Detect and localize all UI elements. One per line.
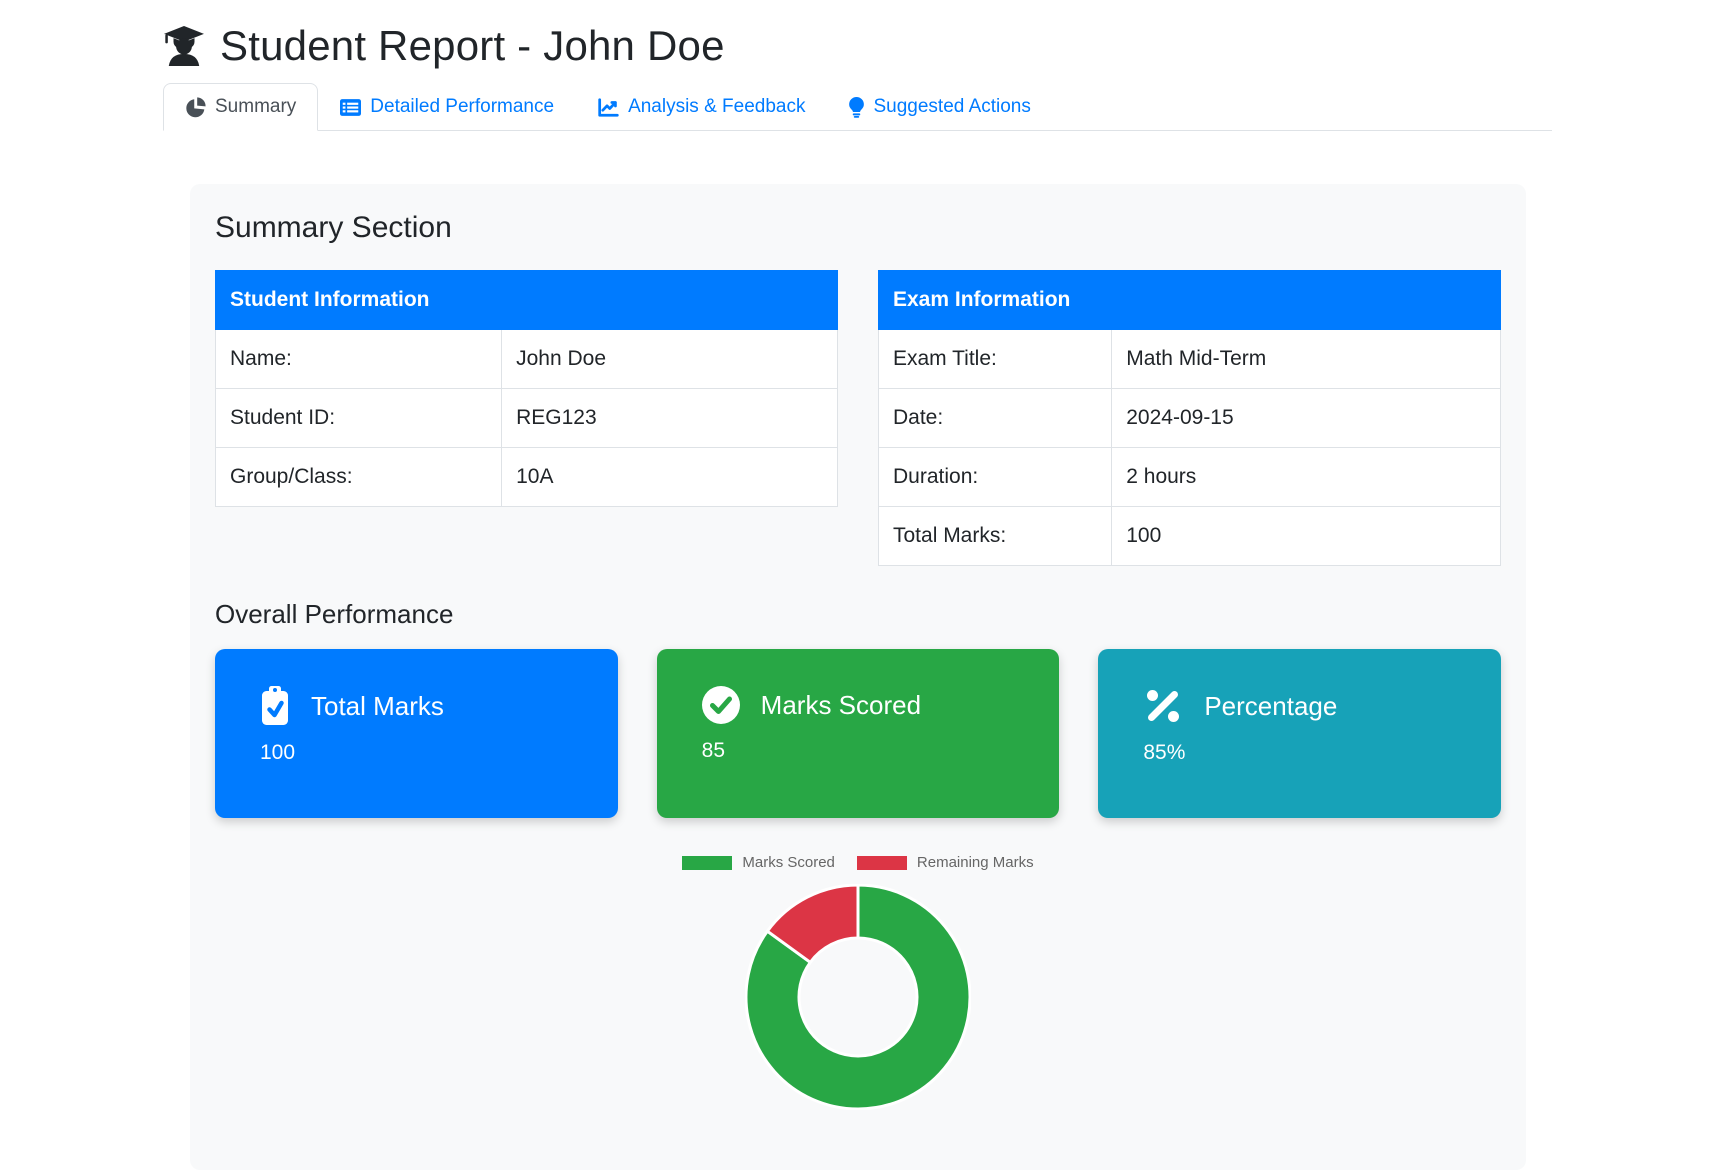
table-row: Exam Title: Math Mid-Term xyxy=(877,329,1501,389)
tab-label: Suggested Actions xyxy=(873,96,1031,117)
row-label: Total Marks: xyxy=(877,506,1113,566)
row-value: John Doe xyxy=(501,329,838,389)
legend-swatch xyxy=(856,855,907,870)
stat-label: Percentage xyxy=(1204,690,1338,721)
row-value: Math Mid-Term xyxy=(1111,329,1501,389)
tab-label: Detailed Performance xyxy=(370,96,555,117)
chart-pie-icon xyxy=(185,96,206,118)
legend-label: Marks Scored xyxy=(742,854,835,871)
row-label: Name: xyxy=(214,329,503,389)
student-table-header: Student Information xyxy=(215,270,838,330)
chart-line-icon xyxy=(598,97,619,117)
performance-cards-row: Total Marks 100 Marks Scored xyxy=(215,649,1502,818)
row-label: Date: xyxy=(877,388,1113,448)
table-row: Total Marks: 100 xyxy=(877,506,1501,566)
tab-bar: Summary Detailed Performance xyxy=(163,83,1552,131)
stat-label: Total Marks xyxy=(311,690,444,721)
legend-label: Remaining Marks xyxy=(916,854,1034,871)
stat-card-percentage: Percentage 85% xyxy=(1098,649,1502,818)
exam-table-header: Exam Information xyxy=(878,270,1501,330)
table-row: Date: 2024-09-15 xyxy=(877,388,1501,448)
exam-info-table: Exam Information Exam Title: Math Mid-Te… xyxy=(877,270,1501,566)
stat-label: Marks Scored xyxy=(760,689,922,720)
page-header: Student Report - John Doe xyxy=(163,22,1552,70)
doughnut-slice[interactable] xyxy=(765,884,860,964)
row-value: 10A xyxy=(501,447,838,507)
stat-value: 100 xyxy=(260,741,296,764)
row-value: REG123 xyxy=(501,388,838,448)
marks-doughnut-chart-area: Marks Scored Remaining Marks xyxy=(215,854,1501,1110)
row-value: 2 hours xyxy=(1111,447,1501,507)
doughnut-chart[interactable] xyxy=(745,884,971,1110)
row-label: Exam Title: xyxy=(877,329,1113,389)
table-row: Duration: 2 hours xyxy=(877,447,1501,507)
summary-section-heading: Summary Section xyxy=(215,211,452,244)
row-value: 100 xyxy=(1111,506,1501,566)
lightbulb-icon xyxy=(849,96,865,118)
student-info-table: Student Information Name: John Doe Stude… xyxy=(214,270,838,507)
row-label: Student ID: xyxy=(214,388,503,448)
tab-analysis-feedback[interactable]: Analysis & Feedback xyxy=(576,83,827,131)
table-row: Name: John Doe xyxy=(214,329,838,389)
table-row: Student ID: REG123 xyxy=(214,388,838,448)
table-row: Group/Class: 10A xyxy=(214,447,838,507)
percent-icon xyxy=(1143,686,1183,726)
row-label: Group/Class: xyxy=(214,447,503,507)
tab-label: Summary xyxy=(215,96,297,117)
clipboard-check-icon xyxy=(260,686,290,726)
summary-section: Summary Section Student Information Name… xyxy=(190,184,1526,1170)
chart-legend: Marks Scored Remaining Marks xyxy=(682,854,1034,871)
table-list-icon xyxy=(340,98,362,117)
page-title: Student Report - John Doe xyxy=(220,22,725,69)
overall-performance-heading: Overall Performance xyxy=(215,599,454,629)
doughnut-slice[interactable] xyxy=(745,884,971,1110)
legend-swatch xyxy=(682,855,733,870)
check-circle-icon xyxy=(701,686,740,724)
info-tables-row: Student Information Name: John Doe Stude… xyxy=(214,270,1501,566)
legend-item-marks-scored[interactable]: Marks Scored xyxy=(682,854,835,871)
row-value: 2024-09-15 xyxy=(1111,388,1501,448)
legend-item-remaining-marks[interactable]: Remaining Marks xyxy=(856,854,1034,871)
tab-content: Summary Section Student Information Name… xyxy=(163,131,1552,1170)
tab-suggested-actions[interactable]: Suggested Actions xyxy=(827,83,1052,131)
row-label: Duration: xyxy=(877,447,1113,507)
tab-detailed-performance[interactable]: Detailed Performance xyxy=(318,83,576,131)
tab-label: Analysis & Feedback xyxy=(628,96,806,117)
tab-summary[interactable]: Summary xyxy=(163,83,319,131)
stat-card-marks-scored: Marks Scored 85 xyxy=(656,649,1060,818)
stat-value: 85% xyxy=(1143,741,1186,764)
stat-card-total-marks: Total Marks 100 xyxy=(215,649,618,818)
user-graduate-icon xyxy=(163,25,205,67)
stat-value: 85 xyxy=(701,739,726,762)
